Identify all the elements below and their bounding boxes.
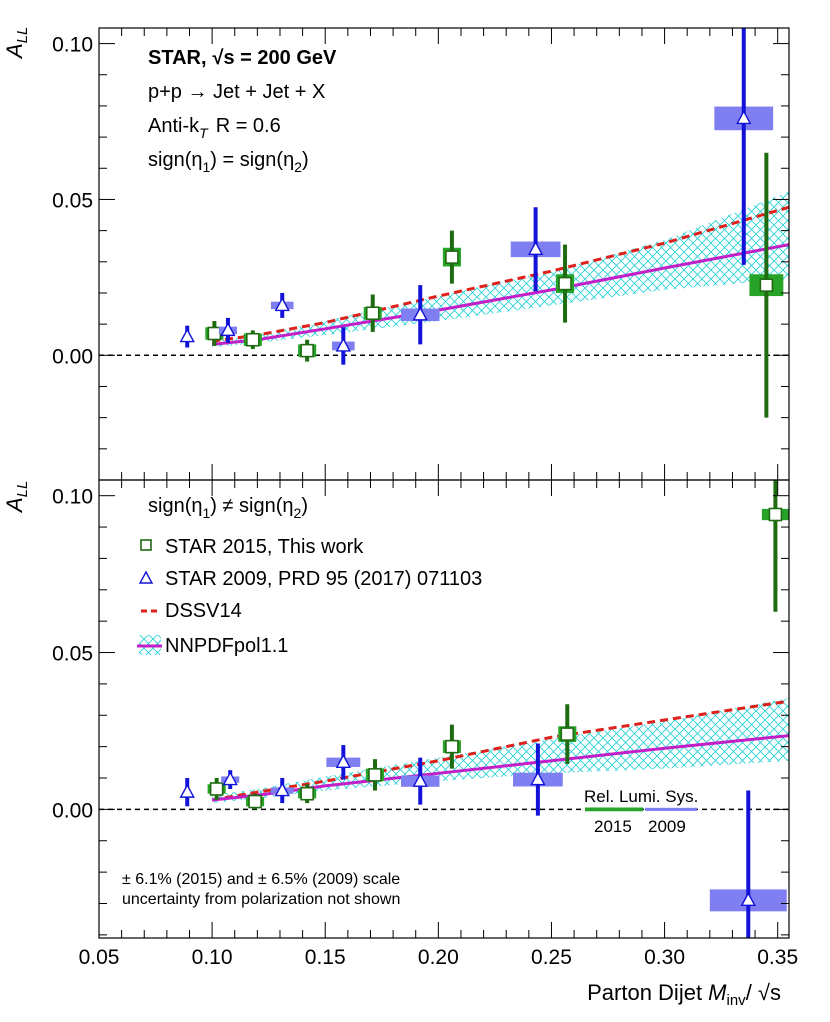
star2009-point xyxy=(274,782,290,797)
legend-triangle-marker-icon xyxy=(138,570,154,584)
star2009-point xyxy=(274,296,290,312)
y-axis-ticks: 0.00 0.05 0.10 xyxy=(52,486,789,936)
x-tick-label: 0.15 xyxy=(305,946,346,969)
x-tick-label: 0.25 xyxy=(531,946,572,969)
nnpdf-band-group xyxy=(212,191,789,348)
x-axis-label: Parton Dijet Minv/ √s xyxy=(587,980,781,1009)
data-points xyxy=(179,480,789,938)
topology-label-top: sign(η1) = sign(η2) xyxy=(148,149,309,175)
legend-entry-star2009: STAR 2009, PRD 95 (2017) 071103 xyxy=(138,568,482,590)
x-tick-label: 0.20 xyxy=(418,946,459,969)
star2009-point xyxy=(412,772,428,787)
y-tick-label: 0.10 xyxy=(52,34,93,57)
star2015-point xyxy=(558,276,572,291)
legend-label: NNPDFpol1.1 xyxy=(165,635,288,657)
star2009-point xyxy=(179,328,195,343)
star2009-point xyxy=(335,753,352,769)
y-axis-label: ALL xyxy=(2,481,31,514)
star2015-point xyxy=(207,326,222,341)
star2015-point xyxy=(445,739,459,754)
star2015-point xyxy=(365,306,380,321)
y-tick-label: 0.10 xyxy=(52,486,93,509)
bottom-panel: 0.00 0.05 0.10 0.05 0.10 0.15 0.20 0.25 0.30 0.3… xyxy=(2,479,798,969)
bottom-frame xyxy=(98,479,790,939)
lumi-2009-bar xyxy=(645,807,697,811)
top-panel: 0.00 0.05 0.10 ALL STAR, √s = 200 GeV p+p →… xyxy=(2,27,790,481)
star2009-point xyxy=(527,240,544,256)
star2009-point xyxy=(335,337,352,352)
data-points xyxy=(179,28,784,418)
star2015-point xyxy=(300,786,314,801)
lumi-2015-bar xyxy=(585,807,643,812)
star2009-point xyxy=(222,771,238,786)
legend-label: STAR 2009, PRD 95 (2017) 071103 xyxy=(165,568,482,590)
x-axis-ticks: 0.05 0.10 0.15 0.20 0.25 0.30 0.35 xyxy=(79,480,798,969)
star2009-point xyxy=(179,783,195,798)
dssv14-curve xyxy=(211,699,789,802)
star2015-point xyxy=(368,768,382,782)
x-tick-label: 0.30 xyxy=(644,946,685,969)
x-tick-label: 0.35 xyxy=(757,946,798,969)
scale-note-line2: uncertainty from polarization not shown xyxy=(122,891,400,908)
scale-note-line1: ± 6.1% (2015) and ± 6.5% (2009) scale xyxy=(122,871,400,888)
legend-label: DSSV14 xyxy=(165,600,242,622)
star2009-point xyxy=(740,891,756,907)
x-tick-label: 0.05 xyxy=(79,946,120,969)
star2015-point xyxy=(759,278,774,292)
y-tick-label: 0.05 xyxy=(52,643,93,666)
legend-entry-nnpdf: NNPDFpol1.1 xyxy=(137,635,288,657)
lumi-2015-label: 2015 xyxy=(594,817,632,836)
star2009-point xyxy=(530,771,546,786)
legend-square-marker-icon xyxy=(140,539,152,551)
star2015-point xyxy=(560,727,575,741)
star2015-point xyxy=(300,343,314,358)
legend-entry-star2015: STAR 2015, This work xyxy=(140,536,364,558)
star2009-point xyxy=(412,306,428,321)
x-tick-label: 0.10 xyxy=(192,946,233,969)
lumi-2009-label: 2009 xyxy=(648,817,686,836)
y-tick-label: 0.05 xyxy=(52,189,93,212)
star2015-point xyxy=(768,507,783,522)
rel-lumi-title: Rel. Lumi. Sys. xyxy=(584,787,698,806)
nnpdf-band xyxy=(212,191,789,348)
legend-label: STAR 2015, This work xyxy=(165,536,364,558)
star2009-point xyxy=(220,321,236,337)
star2015-point xyxy=(246,332,260,347)
y-tick-label: 0.00 xyxy=(52,799,93,822)
y-tick-label: 0.00 xyxy=(52,345,93,368)
legend: STAR 2015, This work STAR 2009, PRD 95 (… xyxy=(137,536,482,657)
reaction-label: p+p → Jet + Jet + X xyxy=(148,81,325,103)
experiment-label: STAR, √s = 200 GeV xyxy=(148,47,337,69)
star2015-point xyxy=(209,782,224,796)
star2015-point xyxy=(445,250,459,264)
y-axis-label: ALL xyxy=(2,27,31,60)
jet-algorithm-label: Anti-kT R = 0.6 xyxy=(148,115,281,141)
star2015-point xyxy=(248,794,262,809)
legend-entry-dssv: DSSV14 xyxy=(141,600,242,622)
topology-label-bottom: sign(η1) ≠ sign(η2) xyxy=(148,495,308,521)
rel-lumi-sys: Rel. Lumi. Sys. 2015 2009 xyxy=(584,787,698,836)
star2009-point xyxy=(736,109,752,125)
y-axis-ticks: 0.00 0.05 0.10 xyxy=(52,28,789,481)
